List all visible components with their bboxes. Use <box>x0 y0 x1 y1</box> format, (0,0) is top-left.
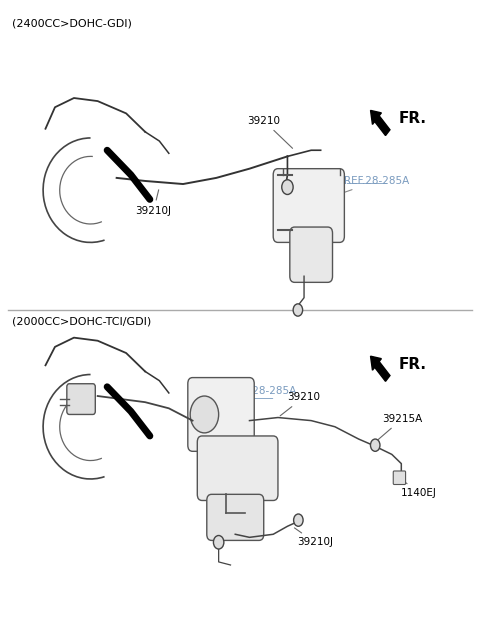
Circle shape <box>190 396 219 433</box>
Circle shape <box>294 514 303 526</box>
FancyArrow shape <box>371 110 390 136</box>
Circle shape <box>214 536 224 549</box>
FancyBboxPatch shape <box>188 378 254 451</box>
FancyBboxPatch shape <box>273 169 344 242</box>
Text: 39210J: 39210J <box>294 528 333 547</box>
FancyBboxPatch shape <box>393 471 406 484</box>
FancyArrow shape <box>371 356 390 381</box>
Text: REF.28-285A: REF.28-285A <box>216 386 296 419</box>
Text: 39210: 39210 <box>280 392 321 416</box>
Text: REF.28-285A: REF.28-285A <box>309 176 409 205</box>
FancyBboxPatch shape <box>290 227 333 282</box>
Circle shape <box>293 304 302 316</box>
Circle shape <box>282 180 293 195</box>
Text: (2400CC>DOHC-GDI): (2400CC>DOHC-GDI) <box>12 18 132 28</box>
Text: 1140EJ: 1140EJ <box>401 479 437 498</box>
Text: 39210J: 39210J <box>136 190 172 216</box>
Text: FR.: FR. <box>398 111 427 126</box>
FancyBboxPatch shape <box>67 384 96 414</box>
Text: 39210: 39210 <box>247 116 292 148</box>
FancyBboxPatch shape <box>197 436 278 500</box>
FancyBboxPatch shape <box>207 494 264 541</box>
Text: FR.: FR. <box>398 357 427 372</box>
Text: (2000CC>DOHC-TCI/GDI): (2000CC>DOHC-TCI/GDI) <box>12 316 152 326</box>
Circle shape <box>371 439 380 451</box>
Text: 39215A: 39215A <box>377 414 422 440</box>
